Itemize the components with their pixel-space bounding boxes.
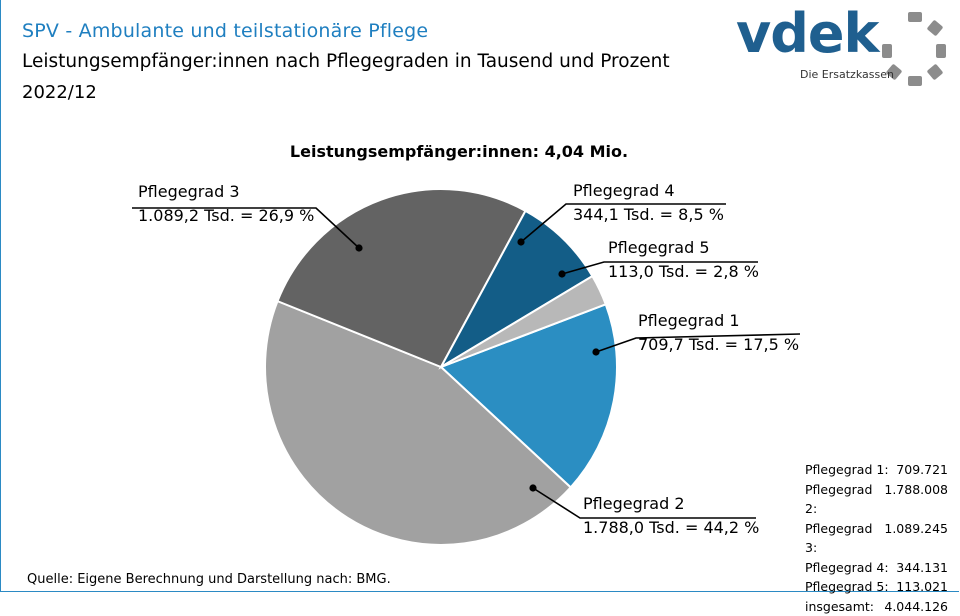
totals-row: Pflegegrad 2:1.788.008 (805, 480, 948, 519)
leader-dot (558, 270, 565, 277)
totals-label: Pflegegrad 2: (805, 480, 884, 519)
slice-name-label: Pflegegrad 2 (583, 494, 685, 513)
totals-value: 4.044.126 (884, 597, 948, 616)
totals-label: Pflegegrad 5: (805, 577, 889, 597)
slice-value-label: 344,1 Tsd. = 8,5 % (573, 205, 724, 224)
leader-dot (592, 348, 599, 355)
slice-name-label: Pflegegrad 1 (638, 311, 740, 330)
slice-name-label: Pflegegrad 5 (608, 238, 710, 257)
slice-value-label: 1.089,2 Tsd. = 26,9 % (138, 206, 314, 225)
totals-value: 1.089.245 (884, 519, 948, 558)
slice-name-label: Pflegegrad 4 (573, 181, 675, 200)
slice-value-label: 1.788,0 Tsd. = 44,2 % (583, 518, 759, 537)
totals-value: 1.788.008 (884, 480, 948, 519)
totals-label: Pflegegrad 3: (805, 519, 884, 558)
leader-dot (355, 244, 362, 251)
totals-label: Pflegegrad 4: (805, 558, 889, 578)
totals-label: insgesamt: (805, 597, 874, 616)
totals-label: Pflegegrad 1: (805, 460, 889, 480)
slice-value-label: 113,0 Tsd. = 2,8 % (608, 262, 759, 281)
leader-dot (517, 238, 524, 245)
totals-row: Pflegegrad 1: 709.721 (805, 460, 948, 480)
slice-name-label: Pflegegrad 3 (138, 182, 240, 201)
totals-row: insgesamt: 4.044.126 (805, 597, 948, 616)
totals-value: 113.021 (896, 577, 948, 597)
totals-value: 709.721 (896, 460, 948, 480)
totals-row: Pflegegrad 5: 113.021 (805, 577, 948, 597)
source-note: Quelle: Eigene Berechnung und Darstellun… (27, 572, 391, 587)
totals-row: Pflegegrad 4: 344.131 (805, 558, 948, 578)
totals-row: Pflegegrad 3:1.089.245 (805, 519, 948, 558)
leader-dot (529, 484, 536, 491)
slice-value-label: 709,7 Tsd. = 17,5 % (638, 335, 799, 354)
totals-value: 344.131 (896, 558, 948, 578)
